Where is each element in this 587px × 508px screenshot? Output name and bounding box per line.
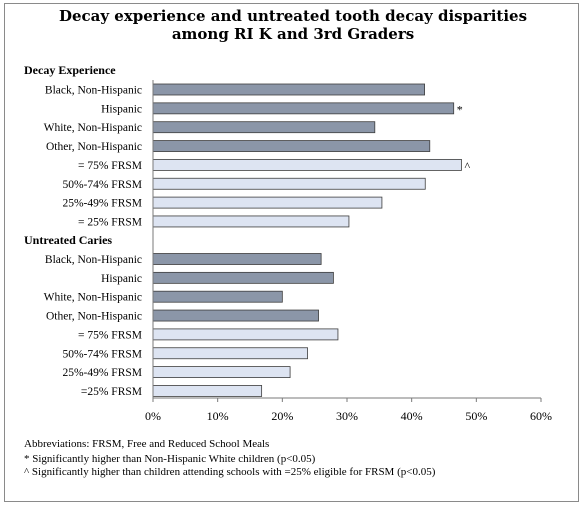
bar [152,253,322,265]
x-tick-label: 60% [530,409,552,423]
bar [152,290,283,303]
chart-title-line-2: among RI K and 3rd Graders [172,25,414,43]
category-label: = 75% FRSM [78,160,142,172]
bar [152,271,334,284]
category-label: Other, Non-Hispanic [46,141,142,153]
category-label: Black, Non-Hispanic [45,254,142,266]
category-label: Hispanic [101,273,142,285]
category-label: Other, Non-Hispanic [46,311,142,323]
category-label: =25% FRSM [81,386,142,398]
bar [152,347,308,360]
significance-marker: ^ [464,159,470,173]
section-title-1: Decay Experience [24,63,116,77]
section-title-2: Untreated Caries [24,233,112,247]
x-tick-label: 50% [465,409,487,423]
bar [152,196,383,209]
x-tick-label: 20% [271,409,293,423]
bar [152,158,462,171]
bar [152,177,426,190]
bar [152,385,263,397]
bar [152,121,376,134]
footnote-2: * Significantly higher than Non-Hispanic… [24,453,316,465]
bar [152,83,426,96]
category-label: White, Non-Hispanic [44,292,142,304]
bar [152,102,455,115]
category-label: Hispanic [101,103,142,115]
significance-marker: * [457,102,463,116]
x-tick-label: 10% [207,409,229,423]
category-label: White, Non-Hispanic [44,122,142,134]
category-label: = 25% FRSM [78,216,142,228]
bar [152,328,339,341]
x-tick-label: 30% [336,409,358,423]
footnote-1: Abbreviations: FRSM, Free and Reduced Sc… [24,438,269,450]
bar [152,215,350,228]
footnote-3: ^ Significantly higher than children att… [24,466,436,478]
category-label: 25%-49% FRSM [62,367,142,379]
category-label: = 75% FRSM [78,329,142,341]
chart-title-line-1: Decay experience and untreated tooth dec… [59,7,527,25]
category-label: 25%-49% FRSM [62,198,142,210]
category-label: 50%-74% FRSM [62,348,142,360]
x-tick-label: 0% [145,409,161,423]
x-tick-label: 40% [401,409,423,423]
category-label: 50%-74% FRSM [62,179,142,191]
bar [152,309,319,322]
category-label: Black, Non-Hispanic [45,85,142,97]
bar [152,366,291,379]
bar [152,140,431,152]
